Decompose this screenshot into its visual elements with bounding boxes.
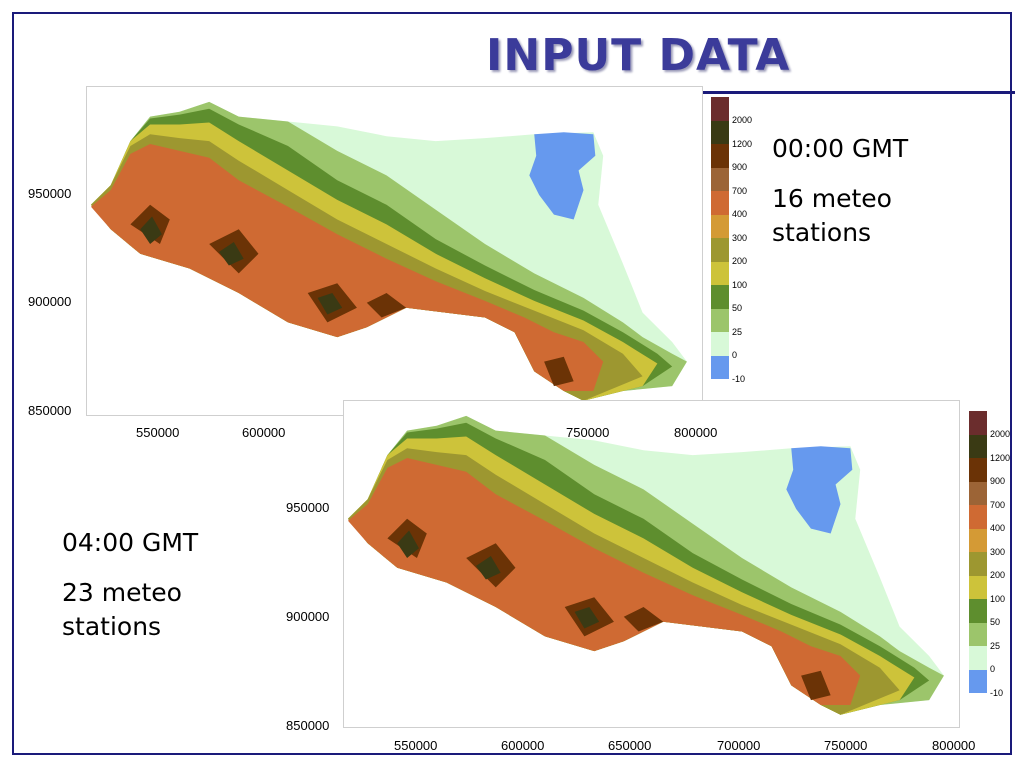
map-0000-xticks <box>87 87 702 415</box>
legend-0400: 2000 1200 900 700 400 300 200 100 50 25 0 -10 <box>969 411 1019 698</box>
legend-label-100: 100 <box>732 279 748 290</box>
legend-swatch-2000 <box>969 411 987 435</box>
map-0400-x-tick-800000: 800000 <box>932 738 976 753</box>
legend-label--10: -10 <box>990 687 1004 698</box>
legend-swatch-700 <box>711 167 729 191</box>
map-0400-x-tick-650000: 650000 <box>608 738 652 753</box>
legend-label-100: 100 <box>990 593 1006 604</box>
band-900 <box>387 518 831 701</box>
note-0400-stations: 23 meteo stations <box>62 578 182 641</box>
map-0000-x-tick-550000: 550000 <box>136 425 180 440</box>
legend-0000: 2000 1200 900 700 400 300 200 100 50 25 0 -10 <box>711 97 761 384</box>
legend-swatch-0 <box>969 646 987 670</box>
slide-title: INPUT DATA <box>486 30 791 81</box>
legend-label-300: 300 <box>732 232 748 243</box>
note-0400: 04:00 GMT 23 meteo stations <box>62 528 282 644</box>
legend-swatch-700 <box>969 481 987 505</box>
map-0400-x-tick-600000: 600000 <box>501 738 545 753</box>
map-0400-svg <box>348 415 944 715</box>
legend-label--10: -10 <box>732 373 746 384</box>
map-0000-x-tick-750000: 750000 <box>566 425 610 440</box>
legend-swatch-200 <box>711 238 729 262</box>
legend-swatch-50 <box>969 599 987 623</box>
map-0400-x-tick-550000: 550000 <box>394 738 438 753</box>
lake-minus10 <box>529 132 596 220</box>
legend-label-25: 25 <box>990 640 1001 651</box>
legend-swatch-25 <box>969 622 987 646</box>
band-700 <box>91 144 604 391</box>
legend-label-900: 900 <box>732 162 748 172</box>
map-0400-y-tick-950000: 950000 <box>286 500 330 515</box>
map-panel-0400 <box>343 400 960 728</box>
legend-swatch-900 <box>711 144 729 168</box>
legend-label-200: 200 <box>990 570 1006 580</box>
legend-label-300: 300 <box>990 546 1006 557</box>
legend-label-900: 900 <box>990 476 1006 486</box>
legend-swatch-1200 <box>711 120 729 144</box>
map-0400-y-tick-900000: 900000 <box>286 609 330 624</box>
legend-label-700: 700 <box>732 185 748 196</box>
map-0000-y-tick-950000: 950000 <box>28 186 72 201</box>
legend-label-400: 400 <box>990 523 1006 533</box>
legend-swatch-2000 <box>711 97 729 121</box>
legend-swatch-1200 <box>969 434 987 458</box>
legend-label-1200: 1200 <box>990 452 1011 463</box>
map-0400-x-tick-750000: 750000 <box>824 738 868 753</box>
note-0000-stations: 16 meteo stations <box>772 184 892 247</box>
note-0400-time: 04:00 GMT <box>62 528 199 557</box>
legend-swatch-400 <box>969 505 987 529</box>
band-1200 <box>140 216 343 315</box>
legend-swatch-300 <box>969 528 987 552</box>
legend-label-50: 50 <box>732 303 743 313</box>
legend-swatch-100 <box>969 575 987 599</box>
legend-label-25: 25 <box>732 326 743 337</box>
legend-swatch-50 <box>711 285 729 309</box>
legend-swatch-400 <box>711 191 729 215</box>
legend-swatch-900 <box>969 458 987 482</box>
map-0000-x-tick-600000: 600000 <box>242 425 286 440</box>
legend-swatch-100 <box>711 261 729 285</box>
map-0000-y-tick-900000: 900000 <box>28 294 72 309</box>
band-900 <box>130 204 574 387</box>
lake-minus10 <box>786 446 853 534</box>
legend-label-0: 0 <box>732 350 738 360</box>
map-0000-x-tick-800000: 800000 <box>674 425 718 440</box>
map-0000-y-tick-850000: 850000 <box>28 403 72 418</box>
legend-label-200: 200 <box>732 256 748 266</box>
legend-label-700: 700 <box>990 499 1006 510</box>
legend-swatch-25 <box>711 308 729 332</box>
legend-label-2000: 2000 <box>990 429 1011 439</box>
legend-swatch-0 <box>711 332 729 356</box>
band-700 <box>348 458 861 705</box>
band-1200 <box>397 530 600 629</box>
note-0000-time: 00:00 GMT <box>772 134 909 163</box>
legend-swatch-300 <box>711 214 729 238</box>
legend-label-0: 0 <box>990 664 996 674</box>
map-0000-svg <box>91 101 687 401</box>
note-0000: 00:00 GMT 16 meteo stations <box>772 134 992 250</box>
map-0400-x-tick-700000: 700000 <box>717 738 761 753</box>
legend-swatch--10 <box>711 355 729 379</box>
legend-swatch--10 <box>969 669 987 693</box>
map-panel-0000 <box>86 86 703 416</box>
legend-swatch-200 <box>969 552 987 576</box>
legend-label-50: 50 <box>990 617 1001 627</box>
legend-label-400: 400 <box>732 209 748 219</box>
legend-label-2000: 2000 <box>732 115 753 125</box>
map-0400-y-tick-850000: 850000 <box>286 718 330 733</box>
legend-label-1200: 1200 <box>732 138 753 149</box>
